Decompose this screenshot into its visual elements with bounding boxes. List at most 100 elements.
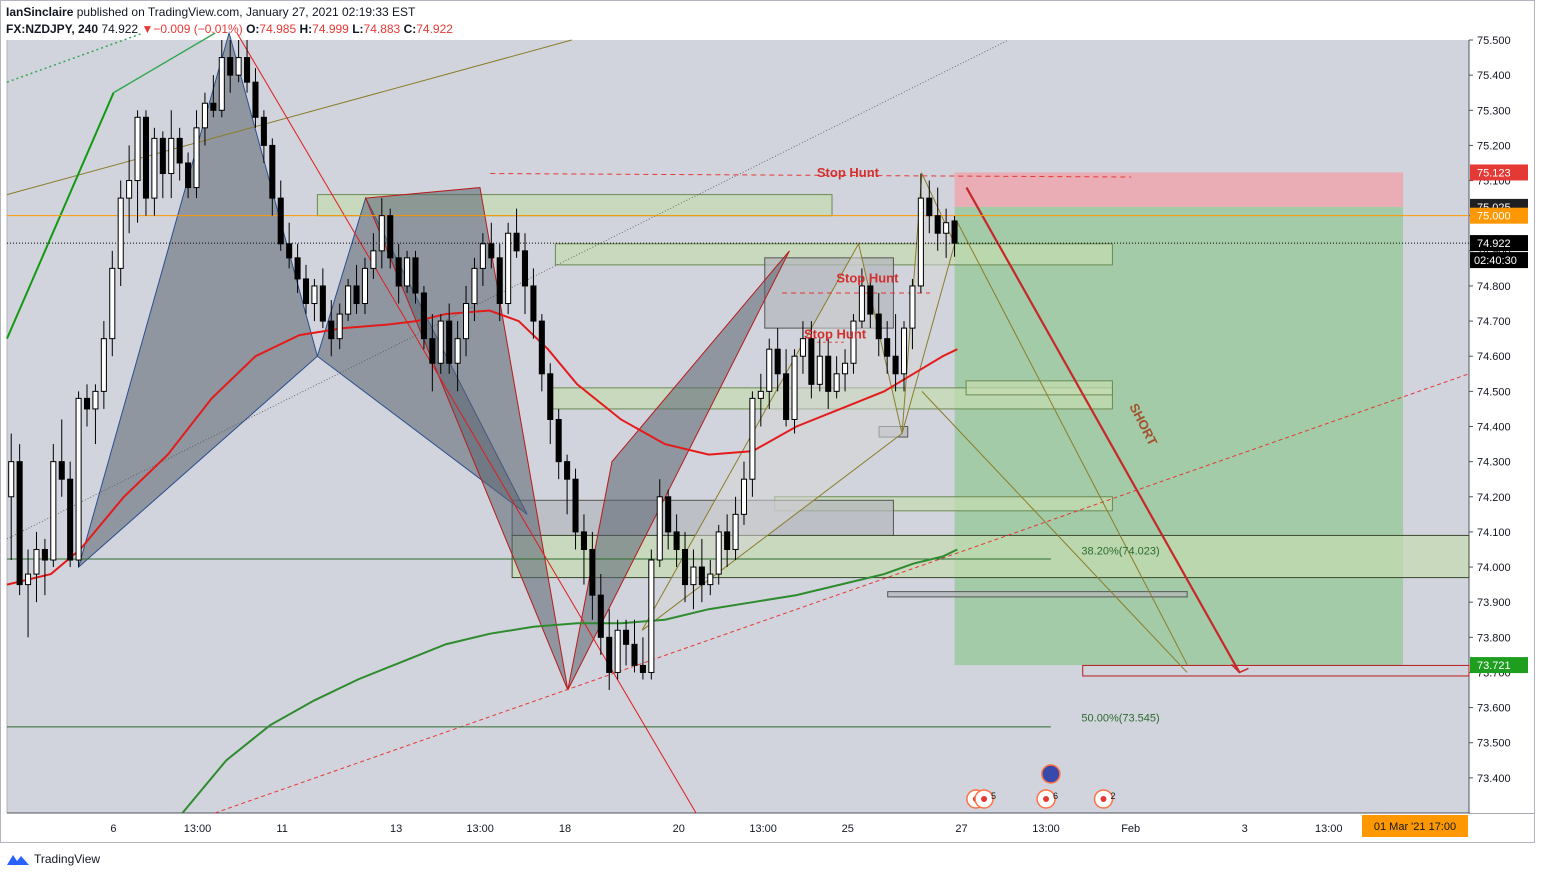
candle-body [454,338,461,364]
candle [521,233,529,315]
candle-body [286,243,293,259]
candle [547,363,554,445]
candle [353,264,360,315]
close-label: C: [403,22,417,36]
time-tick-label: 13:00 [1032,823,1060,835]
candle [446,303,453,374]
candle [858,268,865,329]
candle [614,619,621,680]
candle-body [109,267,116,340]
candle-body [420,292,427,340]
stop-hunt-label: Stop Hunt [836,270,899,285]
candle-body [437,320,444,364]
candle [463,285,470,357]
candle-body [58,461,65,480]
candle-body [446,320,453,364]
price-tick-label: 74.100 [1477,527,1511,539]
candle [126,145,133,234]
candle-body [867,285,874,315]
candle [328,300,335,357]
price-badge-text: 74.922 [1477,238,1511,250]
candle-body [260,116,267,146]
trend-line [236,32,697,814]
candle [387,208,394,269]
candle [555,408,562,480]
candle [168,110,175,199]
time-tick-label: 6 [110,823,116,835]
candle [227,40,234,93]
candle-body [370,250,377,269]
candle-body [488,243,495,259]
candle [564,454,571,515]
price-tick-label: 75.400 [1477,70,1511,82]
candle [681,531,689,603]
tradingview-logo-icon[interactable] [6,852,30,866]
zone-box [965,380,1113,396]
candle-body [530,285,537,322]
candle [724,514,731,568]
candle [159,131,166,199]
time-axis-labels: 6 13:00 11 13 13:00 18 20 13:00 25 27 13:00 Feb 3 13:… [110,823,1342,835]
candle [395,243,402,304]
candle-body [92,390,99,410]
candle-body [766,348,773,392]
candle-body [690,566,697,586]
time-tick-label: 20 [673,823,685,835]
open-label: O: [246,22,260,36]
price-badge: 74.922 [1470,235,1528,252]
chart-frame [0,0,1535,843]
date-badge: 01 Mar '21 17:00 [1362,815,1468,837]
candle [109,250,116,357]
event-dot [981,796,988,802]
author-name[interactable]: IanSinclaire [6,5,74,19]
candle-body [227,57,234,76]
candle-body [791,355,798,420]
candle [833,356,840,399]
candle [496,243,503,322]
candle [749,391,756,497]
candle [294,243,301,293]
price-badge: 75.000 [1470,207,1528,224]
candle [286,222,293,269]
price-tick-label: 73.400 [1477,773,1511,785]
candle [715,524,722,585]
candle [799,321,806,374]
candle [816,338,823,392]
candle [345,278,352,322]
candle-body [269,144,276,199]
candle [33,531,40,603]
candle [665,489,672,550]
candle [252,68,259,128]
candle [951,216,958,257]
candle-body [404,257,411,287]
candle [808,321,815,399]
candle-body [580,531,587,550]
footer-brand[interactable]: TradingView [34,852,101,866]
candle [260,110,267,163]
candle-body [900,327,908,375]
candle [698,538,705,603]
price-badge-text: 75.000 [1477,211,1511,223]
symbol-label[interactable]: FX:NZDJPY, 240 [6,22,99,36]
candle-body [538,320,545,375]
candle-body [513,232,520,252]
stop-zone [954,172,1404,207]
candle-body [875,313,882,340]
candle [269,138,276,216]
candle-body [656,496,663,561]
time-tick-label: 11 [276,823,287,835]
candle [92,384,99,445]
candle-body [50,461,57,561]
candle-body [193,127,200,189]
candle-body [294,257,301,280]
candle-body [395,257,402,287]
fib-label: 50.00%(73.545) [1081,713,1159,725]
candle-body [201,102,208,129]
event-badge: 6 [1036,789,1058,809]
candle [673,514,680,568]
price-tick-label: 75.500 [1477,35,1511,47]
candle [311,278,318,322]
time-tick-label: 13 [390,823,402,835]
candle-body [387,215,394,259]
